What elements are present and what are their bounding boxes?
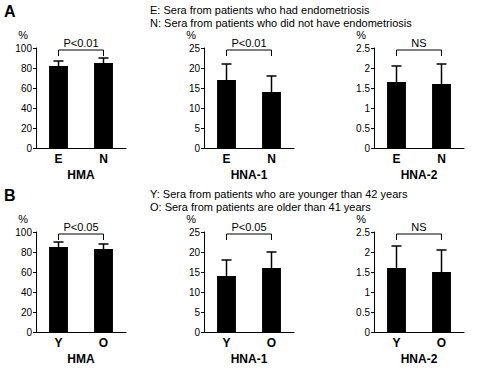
svg-text:Y: Y	[54, 336, 62, 350]
svg-text:P<0.05: P<0.05	[63, 221, 98, 233]
svg-text:N: N	[267, 152, 276, 166]
svg-text:1: 1	[364, 103, 370, 114]
svg-text:2.5: 2.5	[356, 43, 370, 54]
svg-text:HNA-2: HNA-2	[401, 168, 438, 182]
svg-text:%: %	[356, 29, 366, 41]
svg-text:Y: Sera from patients who are: Y: Sera from patients who are younger th…	[150, 188, 408, 200]
svg-text:O: O	[99, 336, 108, 350]
svg-text:15: 15	[189, 267, 201, 278]
svg-text:0: 0	[26, 327, 32, 338]
svg-text:60: 60	[21, 83, 33, 94]
svg-text:HMA: HMA	[67, 168, 95, 182]
svg-text:0: 0	[364, 143, 370, 154]
svg-text:P<0.01: P<0.01	[63, 37, 98, 49]
svg-text:Y: Y	[392, 336, 400, 350]
svg-text:0: 0	[26, 143, 32, 154]
svg-text:2: 2	[364, 247, 370, 258]
svg-text:N: N	[99, 152, 108, 166]
svg-text:NS: NS	[411, 37, 426, 49]
svg-text:HNA-1: HNA-1	[231, 352, 268, 366]
svg-text:100: 100	[15, 227, 32, 238]
svg-text:80: 80	[21, 63, 33, 74]
svg-text:A: A	[4, 3, 16, 20]
svg-text:2: 2	[364, 63, 370, 74]
svg-text:N: N	[437, 152, 446, 166]
svg-text:5: 5	[194, 307, 200, 318]
svg-text:20: 20	[21, 307, 33, 318]
svg-text:0: 0	[194, 143, 200, 154]
svg-text:HNA-2: HNA-2	[401, 352, 438, 366]
svg-text:40: 40	[21, 103, 33, 114]
svg-text:1.5: 1.5	[356, 267, 370, 278]
svg-text:10: 10	[189, 287, 201, 298]
svg-text:%: %	[356, 213, 366, 225]
svg-text:P<0.01: P<0.01	[231, 37, 266, 49]
svg-text:P<0.05: P<0.05	[231, 221, 266, 233]
svg-text:20: 20	[21, 123, 33, 134]
svg-text:%: %	[18, 29, 28, 41]
svg-text:60: 60	[21, 267, 33, 278]
svg-text:1: 1	[364, 287, 370, 298]
svg-text:0.5: 0.5	[356, 307, 370, 318]
svg-text:20: 20	[189, 63, 201, 74]
svg-text:20: 20	[189, 247, 201, 258]
svg-text:2.5: 2.5	[356, 227, 370, 238]
svg-text:E: E	[392, 152, 400, 166]
svg-text:100: 100	[15, 43, 32, 54]
svg-text:40: 40	[21, 287, 33, 298]
svg-text:1.5: 1.5	[356, 83, 370, 94]
svg-text:E: Sera from patients who had: E: Sera from patients who had endometrio…	[150, 4, 370, 16]
svg-text:E: E	[222, 152, 230, 166]
svg-text:80: 80	[21, 247, 33, 258]
svg-text:E: E	[54, 152, 62, 166]
svg-text:10: 10	[189, 103, 201, 114]
svg-text:%: %	[186, 213, 196, 225]
svg-text:0: 0	[364, 327, 370, 338]
svg-text:25: 25	[189, 43, 201, 54]
svg-text:HNA-1: HNA-1	[231, 168, 268, 182]
svg-text:NS: NS	[411, 221, 426, 233]
svg-text:%: %	[18, 213, 28, 225]
svg-text:15: 15	[189, 83, 201, 94]
svg-text:5: 5	[194, 123, 200, 134]
svg-text:%: %	[186, 29, 196, 41]
svg-text:HMA: HMA	[67, 352, 95, 366]
svg-text:0.5: 0.5	[356, 123, 370, 134]
svg-text:0: 0	[194, 327, 200, 338]
svg-text:O: Sera from patients are olde: O: Sera from patients are older than 41 …	[150, 201, 371, 213]
svg-text:Y: Y	[222, 336, 230, 350]
svg-text:B: B	[4, 187, 16, 204]
svg-text:N: Sera from patients who did: N: Sera from patients who did not have e…	[150, 17, 412, 29]
svg-text:O: O	[267, 336, 276, 350]
svg-text:O: O	[437, 336, 446, 350]
svg-text:25: 25	[189, 227, 201, 238]
